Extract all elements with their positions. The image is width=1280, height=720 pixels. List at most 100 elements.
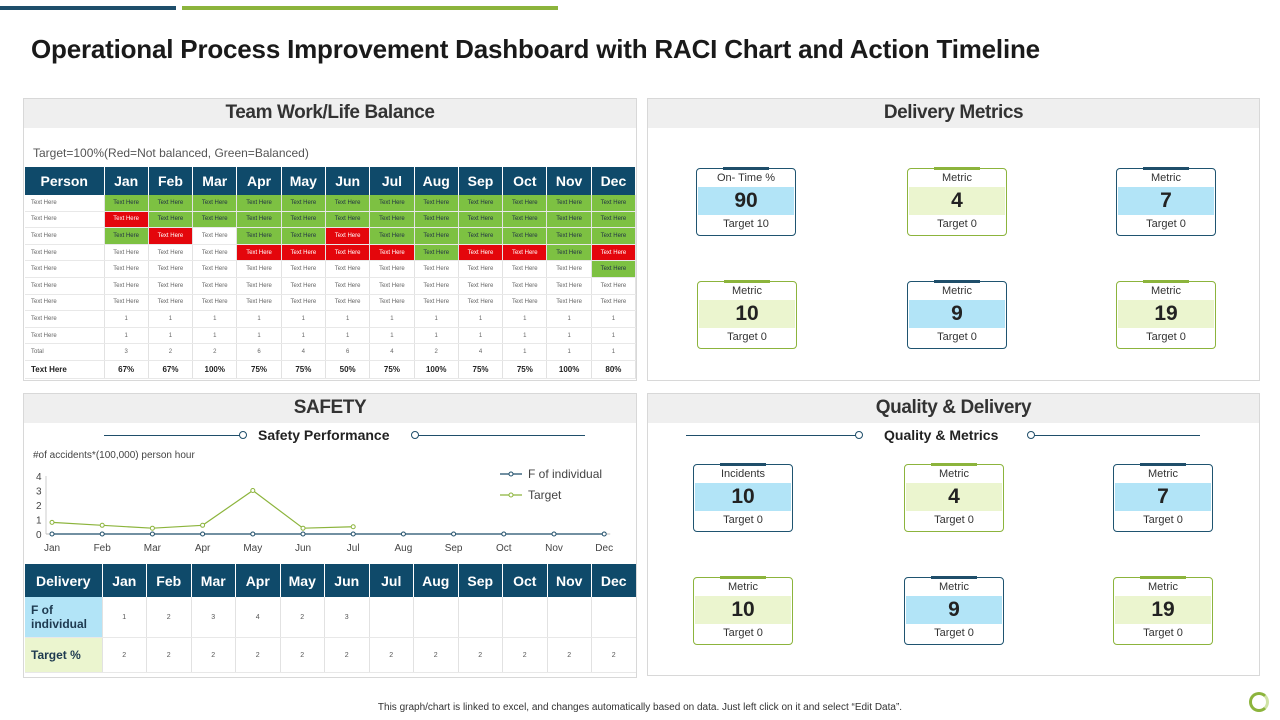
chart-data-point (250, 488, 256, 493)
worklife-cell: 1 (414, 327, 459, 345)
worklife-cell: Text Here (192, 195, 238, 212)
safety-table-header-cell: Aug (413, 564, 459, 597)
worklife-cell: 1 (236, 327, 282, 345)
worklife-cell: 75% (281, 360, 326, 379)
chart-data-point (551, 531, 557, 537)
metric-card-label: Metric (1148, 581, 1178, 593)
worklife-cell: Text Here (236, 244, 282, 262)
worklife-cell: Text Here (458, 260, 504, 278)
worklife-header-cell: Feb (148, 167, 194, 195)
chart-data-point (49, 519, 55, 525)
worklife-person-cell: Text Here (25, 244, 105, 262)
metric-card-label: On- Time % (716, 172, 776, 184)
worklife-cell: 1 (591, 327, 636, 345)
metric-card-value: 10 (699, 300, 795, 328)
chart-x-tick-label: Jul (347, 543, 360, 554)
chart-x-tick-label: Jan (44, 543, 60, 554)
chart-x-tick-label: Dec (595, 543, 613, 554)
metric-card-value: 19 (1115, 596, 1211, 624)
safety-table-header-cell: Dec (591, 564, 636, 597)
metric-card-target: Target 0 (1143, 627, 1183, 639)
worklife-cell: Text Here (546, 227, 592, 245)
worklife-subtitle: Target=100%(Red=Not balanced, Green=Bala… (33, 146, 309, 160)
worklife-header-cell: May (281, 167, 326, 195)
metric-card-tab (720, 576, 766, 579)
worklife-cell: Text Here (236, 195, 282, 212)
metric-card: Metric 4 Target 0 (907, 167, 1007, 236)
worklife-cell: Text Here (104, 211, 149, 229)
worklife-cell: 1 (148, 327, 194, 345)
worklife-cell: 50% (325, 360, 371, 379)
worklife-cell: Text Here (148, 195, 194, 212)
worklife-cell: 1 (325, 327, 371, 345)
quality-title-line-right (1034, 435, 1200, 436)
chart-data-point (149, 531, 155, 537)
page-title: Operational Process Improvement Dashboar… (31, 34, 1040, 64)
worklife-cell: 75% (369, 360, 415, 379)
worklife-header-cell: Jan (104, 167, 149, 195)
worklife-cell: 1 (325, 310, 371, 328)
worklife-cell: 1 (192, 310, 238, 328)
metric-card-value: 7 (1118, 187, 1214, 215)
safety-table-header-cell: Jun (324, 564, 370, 597)
worklife-cell: 1 (192, 327, 238, 345)
safety-table-cell: 2 (146, 637, 192, 673)
chart-y-axis-label: #of accidents*(100,000) person hour (33, 450, 195, 461)
metric-card-value: 9 (906, 596, 1002, 624)
worklife-cell: Text Here (591, 294, 636, 312)
metric-card-target: Target 10 (723, 218, 769, 230)
worklife-cell: Text Here (325, 195, 371, 212)
safety-table-cell: 2 (146, 597, 192, 638)
safety-delivery-table[interactable]: Delivery Jan Feb Mar Apr May Jun Jul Aug Sep Oct No… (25, 564, 636, 673)
worklife-cell: Text Here (591, 211, 636, 229)
worklife-cell: Text Here (148, 211, 194, 229)
worklife-cell: Text Here (546, 211, 592, 229)
worklife-cell: Text Here (502, 195, 548, 212)
worklife-cell: Text Here (458, 195, 504, 212)
delivery-metrics-title: Delivery Metrics (648, 99, 1259, 128)
worklife-cell: Text Here (325, 211, 371, 229)
worklife-cell: Text Here (325, 260, 371, 278)
worklife-cell: 1 (236, 310, 282, 328)
worklife-cell: 1 (104, 327, 149, 345)
worklife-person-cell: Text Here (25, 360, 105, 379)
worklife-cell: 1 (591, 310, 636, 328)
worklife-row: Text Here Text Here Text Here Text Here Text… (25, 227, 636, 245)
worklife-cell: 1 (546, 310, 592, 328)
worklife-cell: 4 (458, 343, 504, 361)
metric-card-label: Metric (1151, 172, 1181, 184)
worklife-cell: 4 (369, 343, 415, 361)
metric-card-target: Target 0 (727, 331, 767, 343)
worklife-cell: 80% (591, 360, 636, 379)
worklife-header-cell: Sep (458, 167, 504, 195)
chart-x-tick-label: Feb (94, 543, 112, 554)
metric-card: Metric 9 Target 0 (904, 576, 1004, 645)
worklife-cell: 6 (325, 343, 371, 361)
chart-x-tick-label: Apr (195, 543, 211, 554)
safety-table-cell: 2 (280, 597, 325, 638)
worklife-cell: Text Here (502, 227, 548, 245)
metric-card-tab (1143, 280, 1189, 283)
worklife-header-cell: Jul (369, 167, 415, 195)
worklife-table[interactable]: Person Jan Feb Mar Apr May Jun Jul Aug Sep Oct Nov D… (25, 167, 636, 379)
worklife-cell: Text Here (502, 294, 548, 312)
metric-card-target: Target 0 (934, 514, 974, 526)
worklife-cell: Text Here (192, 260, 238, 278)
worklife-cell: Text Here (369, 244, 415, 262)
safety-table-cell (502, 597, 548, 638)
worklife-cell: 2 (192, 343, 238, 361)
metric-card-target: Target 0 (1146, 331, 1186, 343)
worklife-row: Text Here 1 1 1 1 1 1 1 1 1 1 1 1 (25, 310, 636, 328)
worklife-cell: 1 (502, 343, 548, 361)
worklife-cell: 3 (104, 343, 149, 361)
worklife-person-cell: Text Here (25, 294, 105, 312)
safety-panel: SAFETY Safety Performance #of accidents*… (23, 393, 637, 678)
worklife-cell: Text Here (546, 294, 592, 312)
safety-table-header-cell: May (280, 564, 325, 597)
chart-y-tick-label: 1 (36, 516, 42, 527)
worklife-cell: 1 (369, 327, 415, 345)
worklife-cell: 75% (458, 360, 504, 379)
metric-card-tab (934, 280, 980, 283)
worklife-cell: 1 (546, 327, 592, 345)
safety-table-cell: 2 (102, 637, 147, 673)
